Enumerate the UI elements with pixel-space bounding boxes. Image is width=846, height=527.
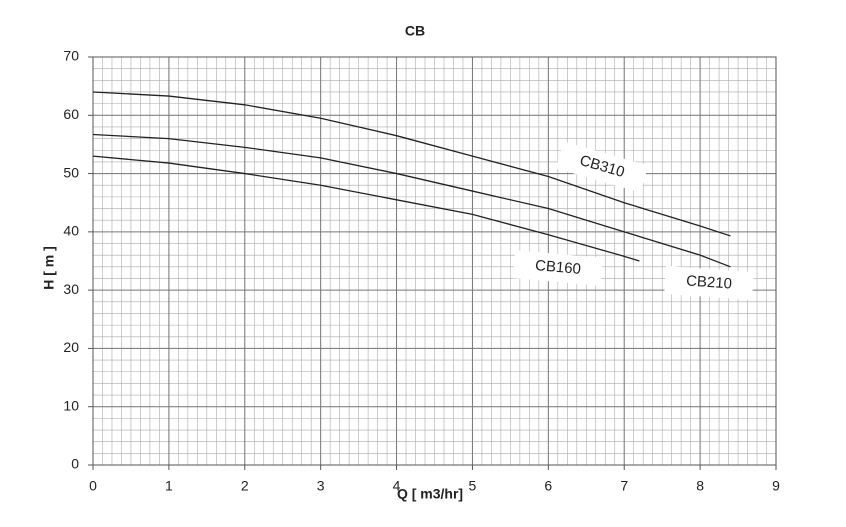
y-tick-label: 50 <box>63 164 79 180</box>
x-tick-label: 2 <box>241 478 249 494</box>
series-label: CB160 <box>534 257 581 278</box>
x-tick-label: 7 <box>620 478 628 494</box>
series-line <box>92 91 731 237</box>
y-tick-label: 10 <box>63 397 79 413</box>
y-tick-label: 60 <box>63 106 79 122</box>
x-tick-label: 1 <box>165 478 173 494</box>
label-box <box>664 265 754 301</box>
y-tick-label: 70 <box>63 48 79 64</box>
y-axis-label: H [ m ] <box>41 246 57 290</box>
x-tick-label: 0 <box>89 478 97 494</box>
label-box <box>555 141 649 193</box>
plot-frame <box>92 56 777 466</box>
x-tick-label: 9 <box>772 478 780 494</box>
series-line <box>92 155 640 262</box>
x-tick-label: 5 <box>469 478 477 494</box>
y-tick-label: 40 <box>63 223 79 239</box>
x-tick-label: 6 <box>544 478 552 494</box>
series-label: CB210 <box>686 272 733 292</box>
y-tick-label: 30 <box>63 281 79 297</box>
x-axis-label: Q [ m3/hr] <box>397 486 463 502</box>
x-tick-label: 3 <box>317 478 325 494</box>
y-tick-label: 20 <box>63 339 79 355</box>
y-tick-label: 0 <box>71 456 79 472</box>
x-tick-label: 4 <box>393 478 401 494</box>
x-tick-label: 8 <box>696 478 704 494</box>
label-box <box>512 250 604 286</box>
series-line <box>92 133 731 268</box>
chart-title: CB <box>405 23 425 39</box>
